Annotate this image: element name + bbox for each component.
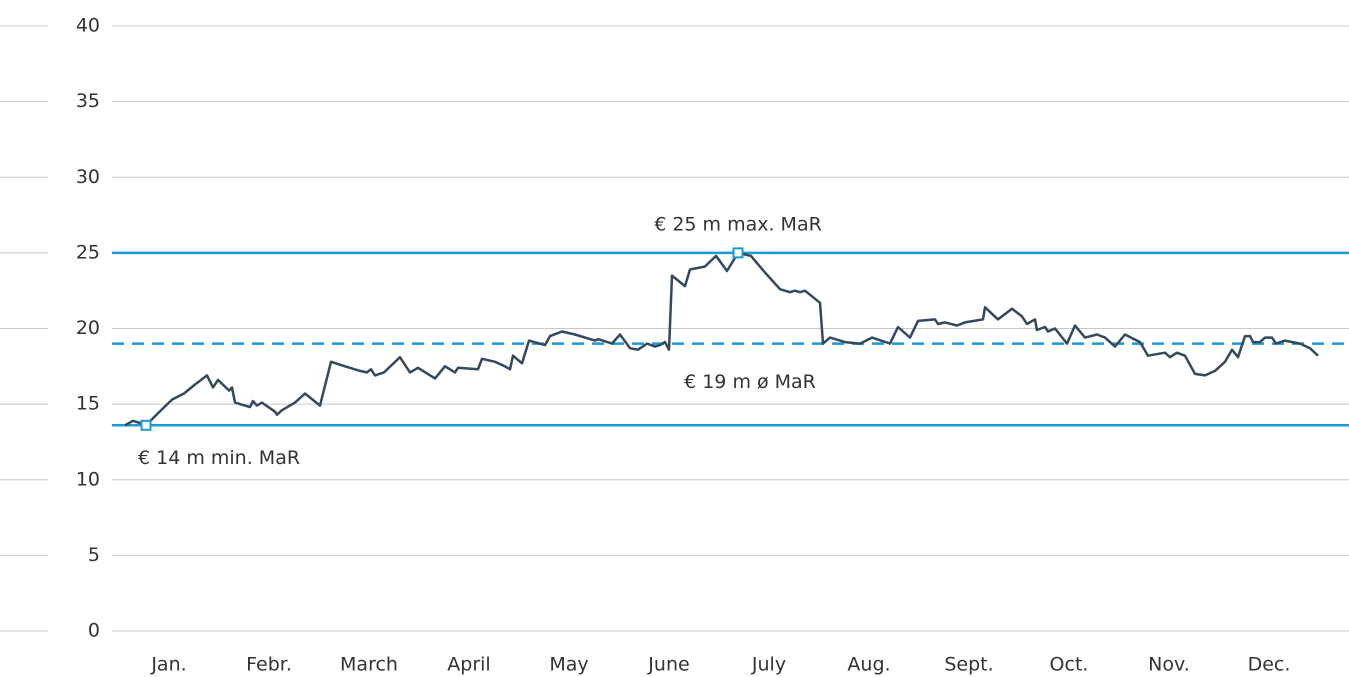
- x-tick-label: Oct.: [1050, 654, 1089, 676]
- x-tick-label: March: [340, 654, 398, 676]
- y-tick-label: 5: [88, 544, 100, 566]
- y-tick-label: 15: [76, 393, 100, 415]
- y-tick-label: 35: [76, 90, 100, 112]
- extreme-marker: [140, 419, 152, 431]
- x-tick-label: Jan.: [150, 654, 186, 676]
- y-tick-label: 0: [88, 620, 100, 642]
- x-tick-label: Nov.: [1148, 654, 1190, 676]
- x-tick-label: May: [549, 654, 588, 676]
- series-line: [124, 251, 1319, 427]
- x-tick-label: April: [447, 654, 490, 676]
- y-tick-label: 40: [76, 15, 100, 37]
- y-tick-label: 30: [76, 166, 100, 188]
- x-tick-label: Aug.: [847, 654, 890, 676]
- reference-label: € 25 m max. MaR: [654, 213, 822, 235]
- y-tick-label: 25: [76, 241, 100, 263]
- y-tick-label: 20: [76, 317, 100, 339]
- extreme-marker: [732, 247, 744, 259]
- x-tick-label: Sept.: [944, 654, 993, 676]
- x-tick-label: Dec.: [1248, 654, 1291, 676]
- y-tick-label: 10: [76, 468, 100, 490]
- reference-label: € 14 m min. MaR: [138, 447, 300, 469]
- x-tick-label: June: [647, 654, 689, 676]
- x-tick-label: July: [751, 654, 786, 676]
- x-tick-label: Febr.: [246, 654, 292, 676]
- reference-label: € 19 m ø MaR: [684, 371, 816, 393]
